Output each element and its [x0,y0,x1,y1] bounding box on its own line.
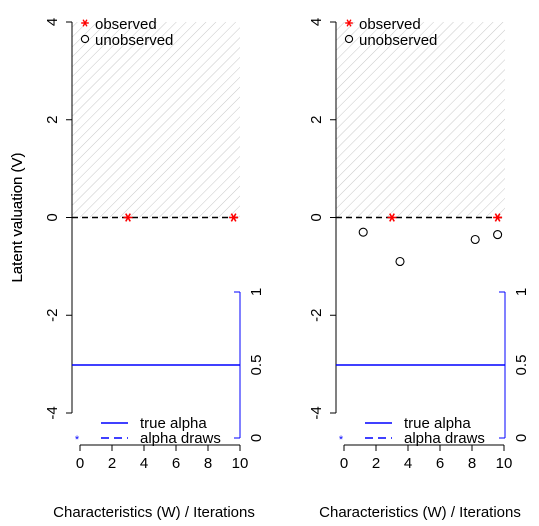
legend-unobserved-label: unobserved [95,32,173,49]
observed-point-stroke [230,213,237,222]
x-tick-label: 4 [404,455,412,472]
y-tick-label: -4 [308,406,325,419]
y-tick-label: 4 [44,18,61,26]
x-axis-label: Characteristics (W) / Iterations [53,504,255,521]
observed-point [229,213,239,222]
shaded-region [336,22,505,218]
right-axis-tick-label: 1 [248,288,265,296]
x-tick-label: 2 [372,455,380,472]
x-tick-label: 6 [436,455,444,472]
x-tick-label: 10 [232,455,249,472]
y-tick-label: 2 [308,116,325,124]
observed-point-stroke [125,213,131,222]
y-tick-label: -4 [44,406,61,419]
legend-alpha-draws-marker: * [75,434,80,446]
legend-alpha-draws-marker: * [339,434,344,446]
observed-point-stroke [494,213,501,222]
y-tick-label: -2 [308,309,325,322]
y-tick-label: 0 [308,213,325,221]
legend-observed-marker [81,19,89,27]
legend-observed-marker [345,19,353,27]
observed-point [493,213,503,222]
observed-point-stroke [389,213,395,222]
x-tick-label: 10 [496,455,513,472]
y-tick-label: 0 [44,213,61,221]
right-axis-tick-label: 0.5 [513,355,530,376]
legend-true-alpha-label: true alpha [404,415,471,432]
legend-alpha-draws-label: alpha draws [404,430,485,447]
legend-unobserved-label: unobserved [359,32,437,49]
y-tick-label: -2 [44,309,61,322]
right-axis-tick-label: 0 [248,434,265,442]
legend-observed-label: observed [95,16,157,33]
unobserved-point [470,234,480,245]
legend-observed-marker-stroke [346,19,352,27]
x-tick-label: 0 [340,455,348,472]
unobserved-point [493,230,503,240]
legend-unobserved-marker [344,34,354,44]
observed-point [387,213,397,222]
right-axis-tick-label: 1 [513,288,530,296]
x-tick-label: 8 [204,455,212,472]
legend-unobserved-marker [80,34,90,44]
observed-point [123,213,133,222]
legend-observed-marker-stroke [82,19,88,27]
y-tick-label: 4 [308,18,325,26]
x-tick-label: 4 [140,455,148,472]
x-tick-label: 8 [468,455,476,472]
x-axis-label: Characteristics (W) / Iterations [319,504,521,521]
y-axis-label: Latent valuation (V) [9,152,26,282]
legend-alpha-draws-label: alpha draws [140,430,221,447]
legend-observed-label: observed [359,16,421,33]
legend-true-alpha-label: true alpha [140,415,207,432]
x-tick-label: 2 [108,455,116,472]
shaded-region [72,22,240,218]
x-tick-label: 0 [76,455,84,472]
x-tick-label: 6 [172,455,180,472]
right-axis-tick-label: 0.5 [248,355,265,376]
y-axis-label: Latent valuation (V) [9,152,26,282]
unobserved-point [395,256,405,267]
unobserved-point [358,227,368,237]
y-tick-label: 2 [44,116,61,124]
right-axis-tick-label: 0 [513,434,530,442]
